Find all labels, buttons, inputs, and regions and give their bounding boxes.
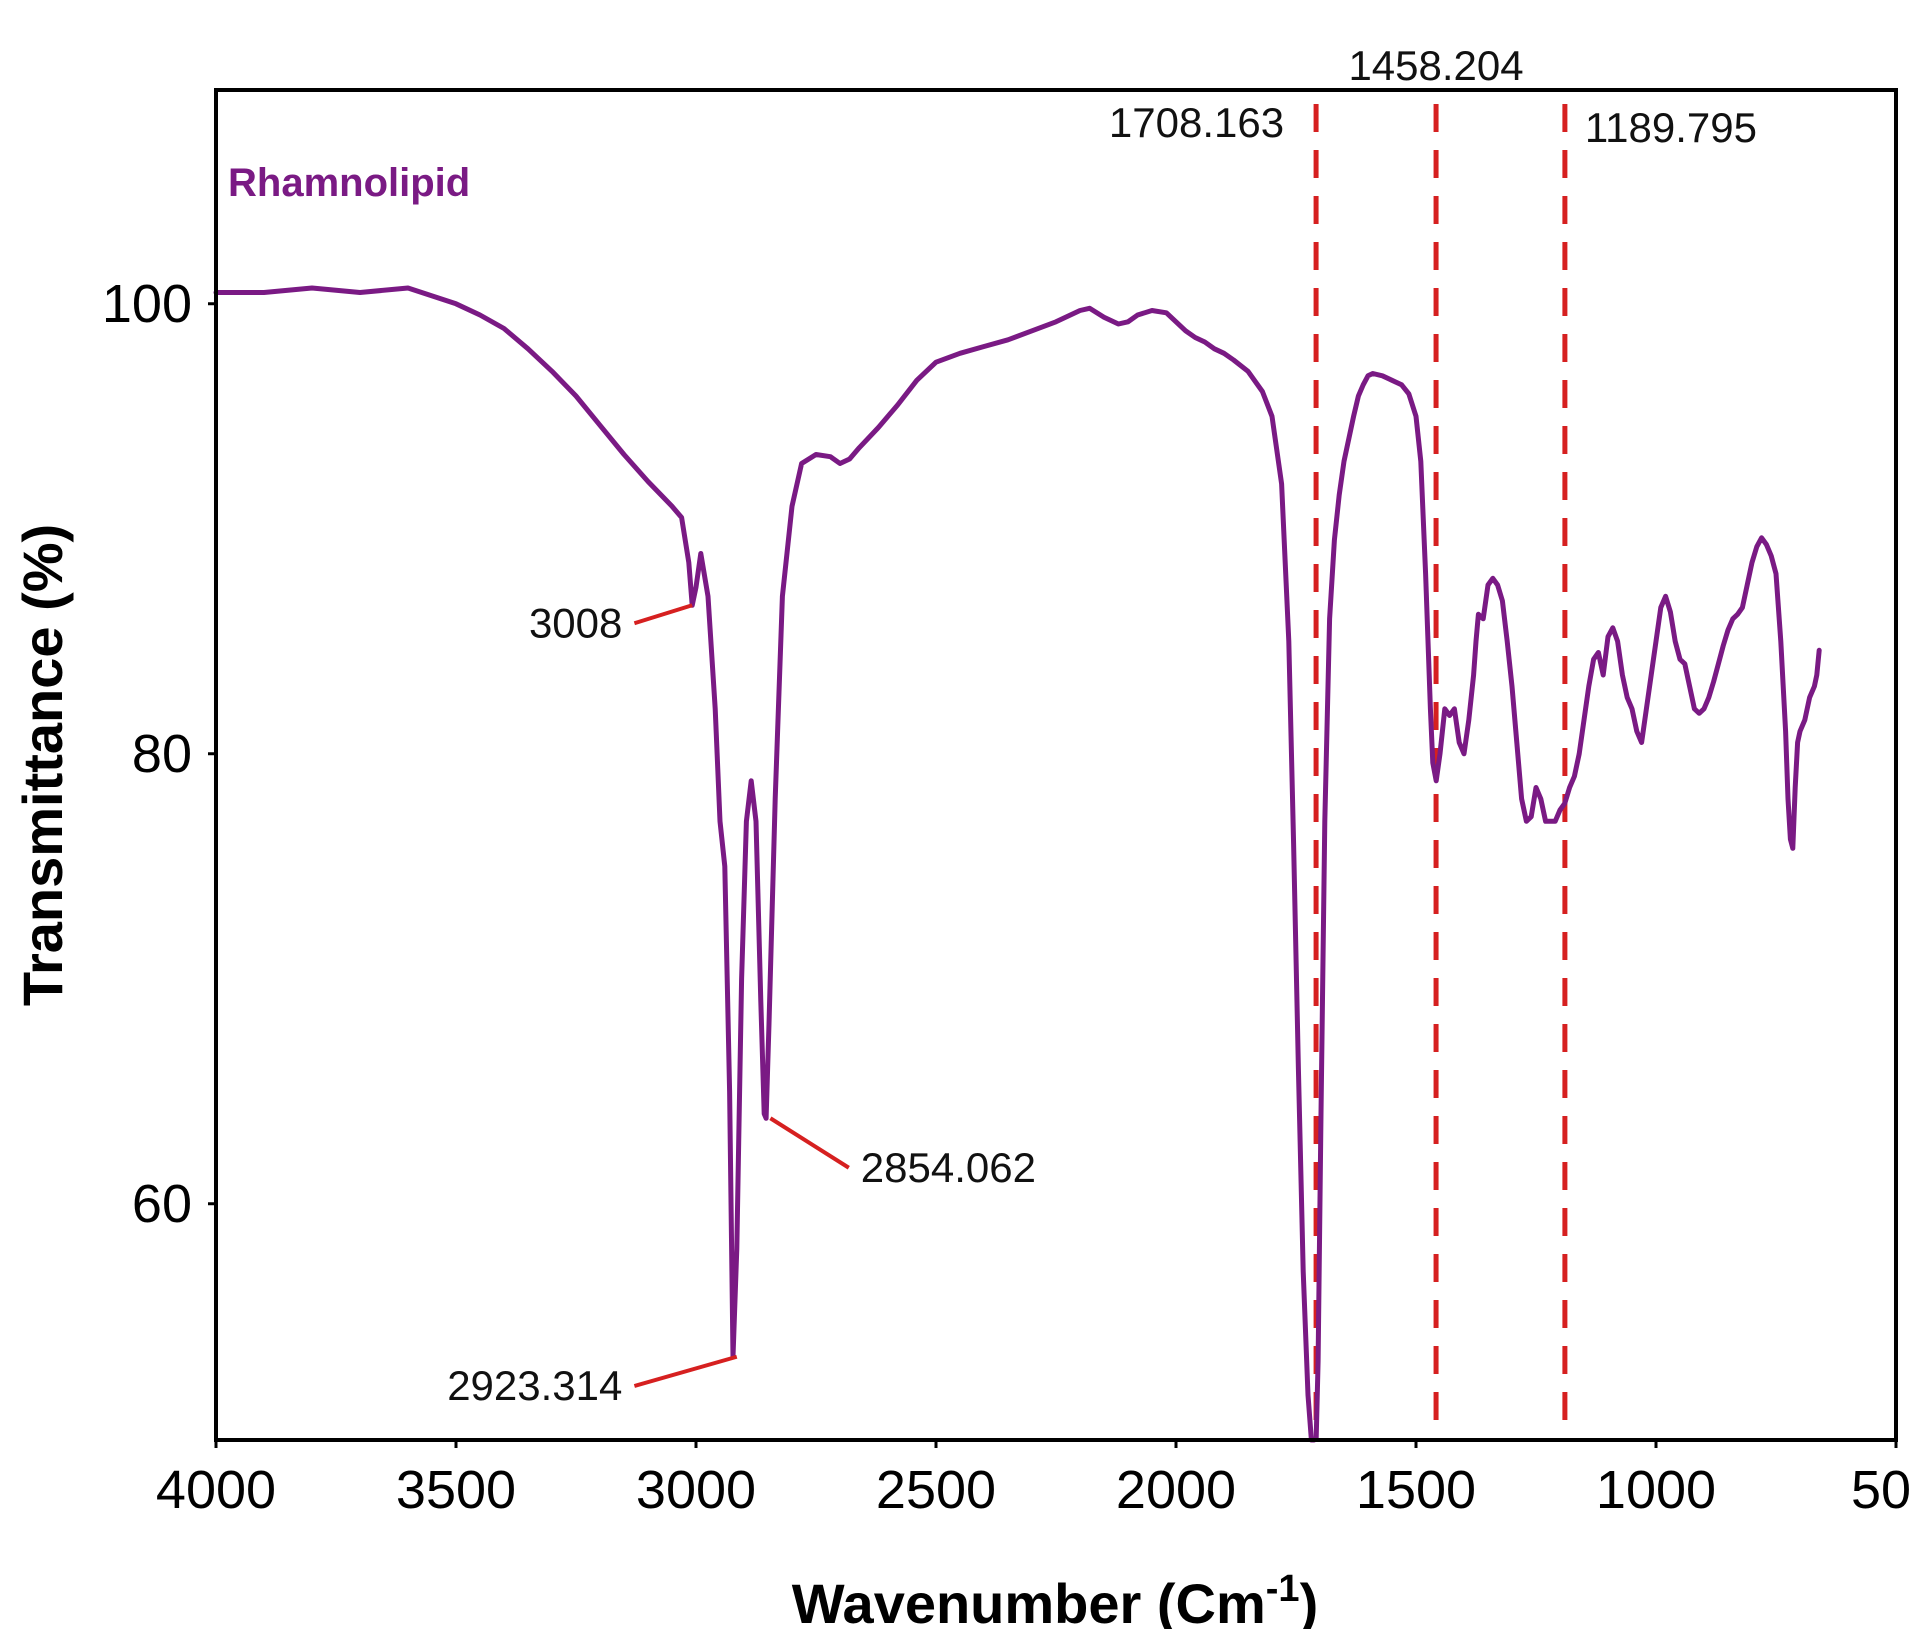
x-tick-label: 2000 [1116, 1460, 1236, 1520]
x-tick-label: 1000 [1596, 1460, 1716, 1520]
x-axis-label: Wavenumber (Cm-1) [792, 1568, 1318, 1629]
leader-2923.314 [633, 1354, 738, 1388]
vline-label-1189.795: 1189.795 [1585, 104, 1757, 151]
x-axis-label-main: Wavenumber (Cm [792, 1572, 1266, 1629]
x-tick-label: 1500 [1356, 1460, 1476, 1520]
leader-2854.062 [769, 1116, 850, 1170]
y-axis-label: Transmittance (%) [11, 524, 74, 1006]
plot-frame [214, 88, 1898, 1442]
x-tick-label: 3500 [396, 1460, 516, 1520]
x-axis-label-superscript: -1 [1266, 1568, 1300, 1610]
leader-3008 [633, 603, 693, 626]
y-tick-label: 100 [102, 274, 192, 334]
x-tick-label: 4000 [156, 1460, 276, 1520]
vline-label-1708.163: 1708.163 [1109, 99, 1284, 146]
peak-label-2854.062: 2854.062 [861, 1144, 1036, 1191]
peak-label-2923.314: 2923.314 [447, 1362, 622, 1409]
series-label-rhamnolipid: Rhamnolipid [228, 161, 470, 205]
y-tick-label: 60 [132, 1174, 192, 1234]
peak-label-3008: 3008 [529, 599, 622, 646]
x-tick-label: 3000 [636, 1460, 756, 1520]
rhamnolipid-spectrum-line [213, 285, 1822, 1443]
x-tick-label: 500 [1851, 1460, 1913, 1520]
y-tick-label: 80 [132, 724, 192, 784]
vline-label-1458.204: 1458.204 [1348, 42, 1523, 89]
x-tick-label: 2500 [876, 1460, 996, 1520]
x-axis-label-close: ) [1300, 1572, 1319, 1629]
